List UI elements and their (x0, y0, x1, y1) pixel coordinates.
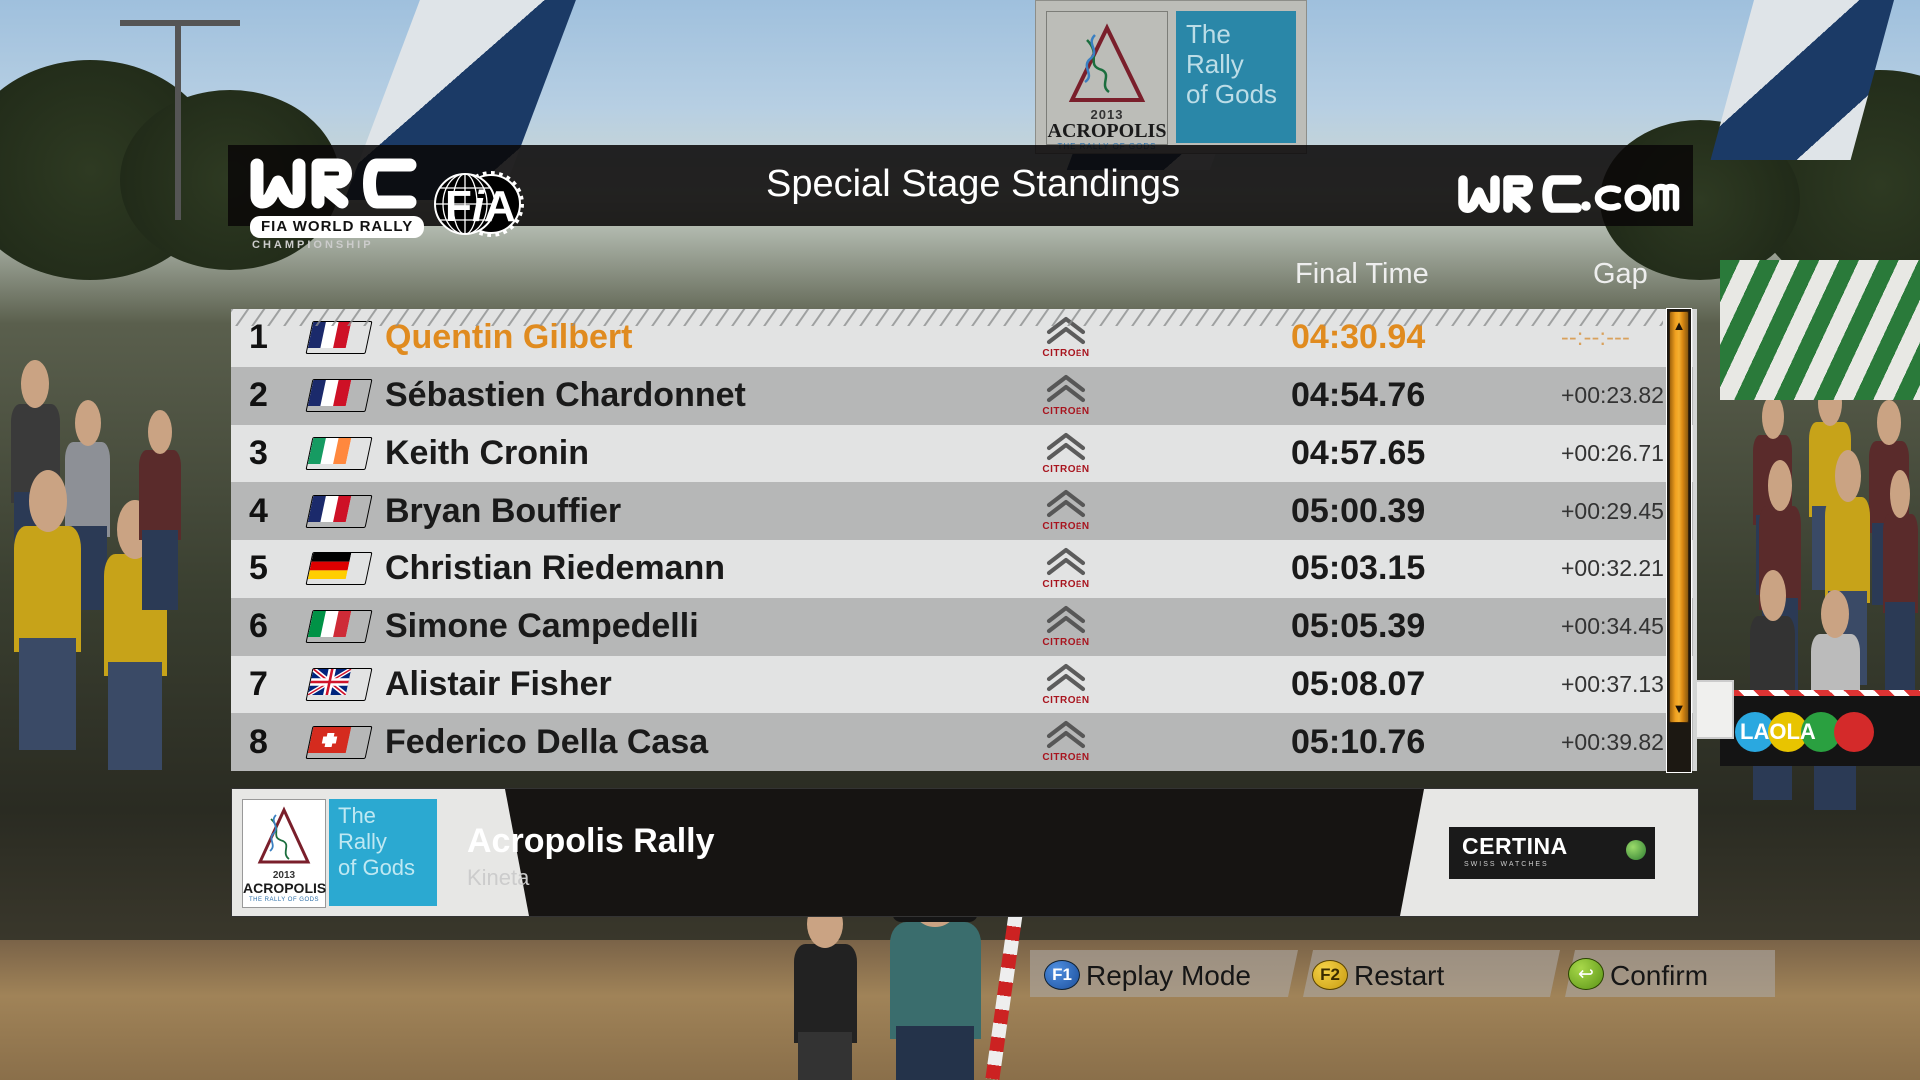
svg-text:A: A (484, 182, 516, 231)
svg-text:F: F (445, 182, 471, 231)
